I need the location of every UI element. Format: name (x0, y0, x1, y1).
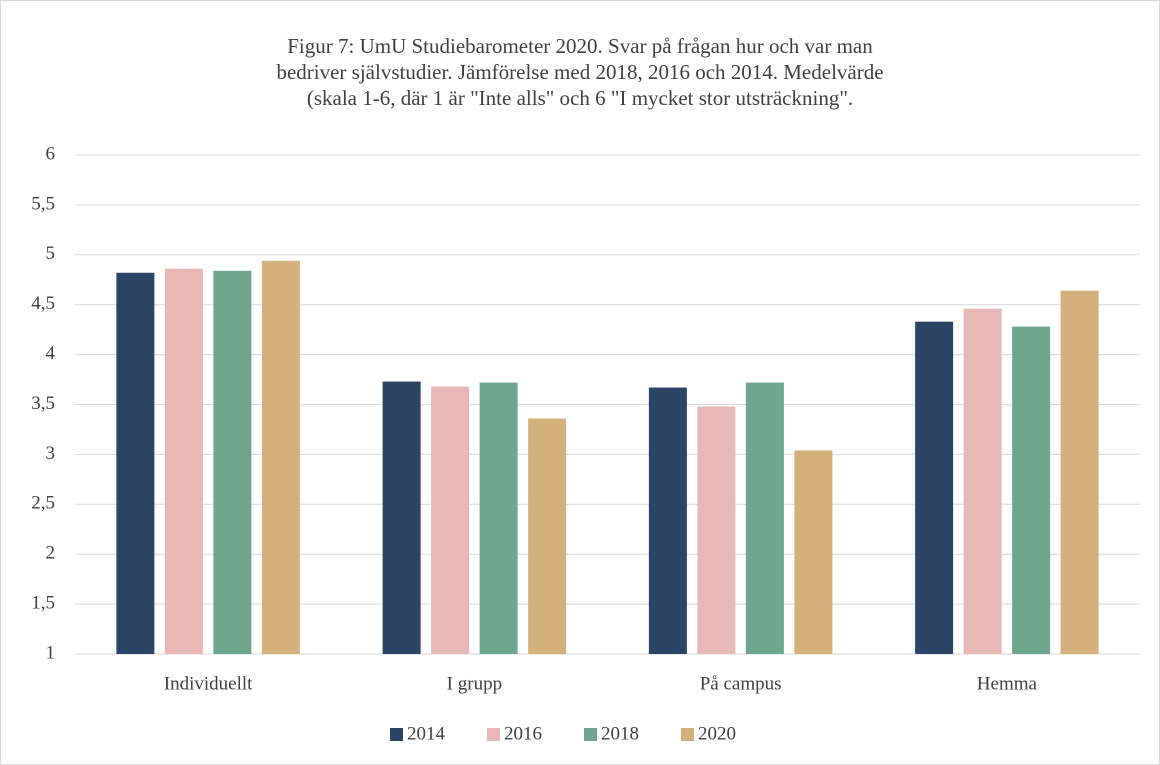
x-tick-label: På campus (700, 673, 782, 694)
y-tick-label: 5 (46, 243, 56, 264)
y-tick-label: 5,5 (31, 193, 55, 214)
bar (1060, 290, 1099, 654)
bar (479, 382, 518, 654)
legend-label: 2018 (601, 723, 639, 744)
bar (382, 381, 421, 654)
bar (431, 386, 470, 654)
y-tick-label: 3 (46, 443, 56, 464)
bar (1012, 326, 1051, 654)
chart-title: Figur 7: UmU Studiebarometer 2020. Svar … (287, 34, 873, 58)
x-tick-label: Individuellt (164, 673, 253, 694)
legend-swatch (584, 728, 597, 741)
bar (164, 268, 203, 654)
chart-title: (skala 1-6, där 1 är "Inte alls" och 6 "… (307, 86, 853, 110)
legend-swatch (390, 728, 403, 741)
bar (261, 260, 300, 654)
bar (915, 321, 954, 654)
y-tick-label: 6 (46, 143, 56, 164)
bar (648, 387, 687, 654)
y-tick-label: 2 (46, 543, 56, 564)
y-tick-label: 4 (46, 343, 56, 364)
y-tick-label: 4,5 (31, 293, 55, 314)
chart-title: bedriver självstudier. Jämförelse med 20… (276, 60, 883, 84)
y-tick-label: 3,5 (31, 393, 55, 414)
bar (528, 418, 567, 654)
y-tick-label: 1 (46, 642, 56, 663)
bar (213, 270, 252, 654)
bar (116, 272, 155, 654)
bar (745, 382, 784, 654)
legend-swatch (487, 728, 500, 741)
bar (963, 308, 1002, 654)
bar (794, 450, 833, 654)
legend-label: 2014 (407, 723, 446, 744)
x-tick-label: I grupp (447, 673, 502, 694)
y-tick-label: 2,5 (31, 493, 55, 514)
bar (697, 406, 736, 654)
y-tick-label: 1,5 (31, 592, 55, 613)
legend-swatch (681, 728, 694, 741)
legend-label: 2016 (504, 723, 542, 744)
x-tick-label: Hemma (977, 673, 1038, 694)
legend-label: 2020 (698, 723, 736, 744)
